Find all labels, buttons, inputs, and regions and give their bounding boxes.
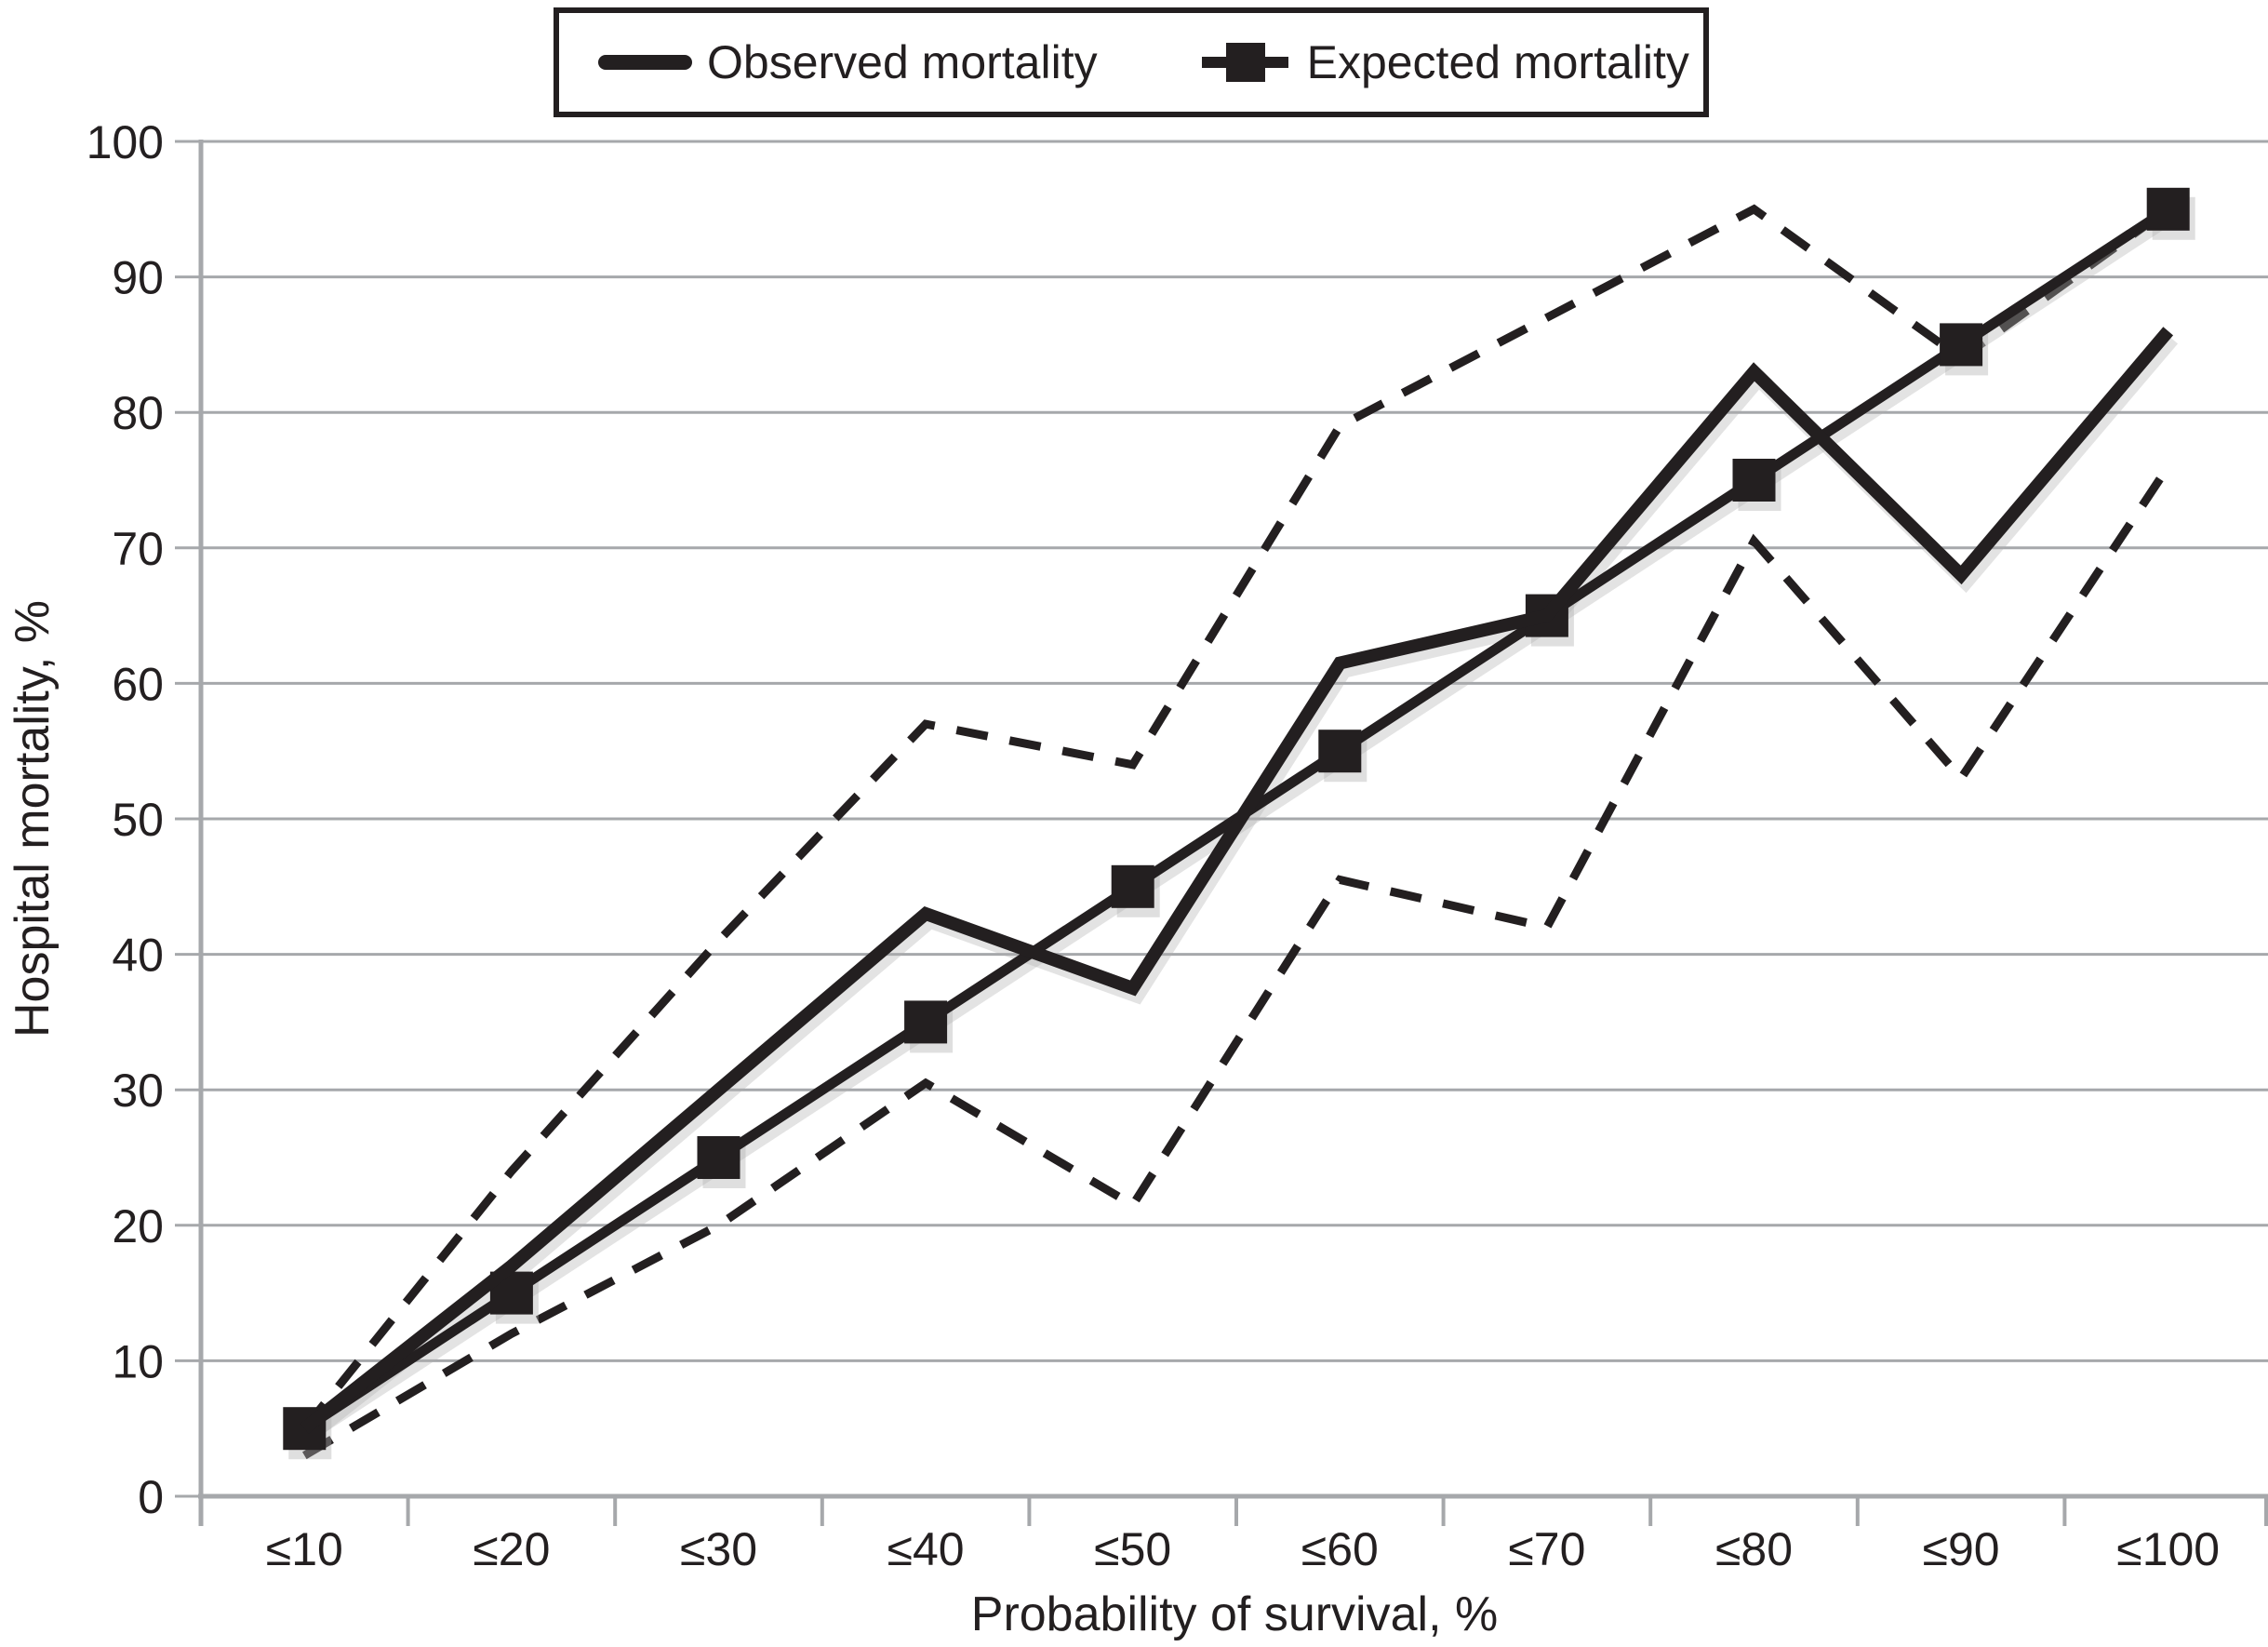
x-tick-label: ≤90 — [1923, 1523, 2000, 1575]
expected-line-square-swatch-icon — [1201, 43, 1288, 82]
x-tick-label: ≤30 — [680, 1523, 757, 1575]
y-tick-label: 20 — [112, 1200, 164, 1252]
y-tick-label: 40 — [112, 930, 164, 982]
expected-mortality-marker — [2146, 187, 2190, 231]
y-tick-label: 60 — [112, 658, 164, 710]
expected-mortality-marker — [1940, 323, 1983, 367]
expected-mortality-marker — [1318, 730, 1362, 773]
y-tick-label: 10 — [112, 1335, 164, 1387]
y-axis-title: Hospital mortality, % — [6, 600, 60, 1038]
observed-mortality-line — [300, 327, 2174, 1434]
x-tick-label: ≤20 — [473, 1523, 550, 1575]
y-tick-label: 0 — [138, 1471, 164, 1523]
x-tick-label: ≤70 — [1508, 1523, 1585, 1575]
x-axis-title: Probability of survival, % — [971, 1587, 1498, 1641]
legend-label-expected: Expected mortality — [1306, 36, 1689, 88]
lower-bound-dashed-line — [302, 463, 2172, 1460]
expected-mortality-marker — [1111, 864, 1154, 908]
expected-mortality-marker — [904, 1000, 948, 1044]
x-tick-label: ≤80 — [1715, 1523, 1793, 1575]
legend-label-observed: Observed mortality — [707, 36, 1098, 88]
y-tick-label: 50 — [112, 794, 164, 846]
x-tick-label: ≤10 — [266, 1523, 343, 1575]
expected-mortality-marker — [697, 1136, 740, 1179]
upper-bound-dashed-line — [300, 204, 2171, 1432]
legend-item-observed: Observed mortality — [596, 35, 1098, 89]
legend-item-expected: Expected mortality — [1196, 35, 1689, 89]
y-tick-label: 90 — [112, 252, 164, 304]
observed-line-swatch-icon — [598, 55, 692, 70]
y-tick-label: 30 — [112, 1065, 164, 1117]
y-tick-label: 100 — [87, 116, 164, 168]
y-tick-label: 80 — [112, 387, 164, 439]
x-tick-label: ≤50 — [1094, 1523, 1171, 1575]
x-tick-label: ≤40 — [887, 1523, 965, 1575]
expected-mortality-marker — [1732, 459, 1776, 502]
x-tick-label: ≤60 — [1301, 1523, 1379, 1575]
x-tick-label: ≤100 — [2116, 1523, 2220, 1575]
y-tick-label: 70 — [112, 523, 164, 575]
legend: Observed mortality Expected mortality — [554, 7, 1709, 117]
